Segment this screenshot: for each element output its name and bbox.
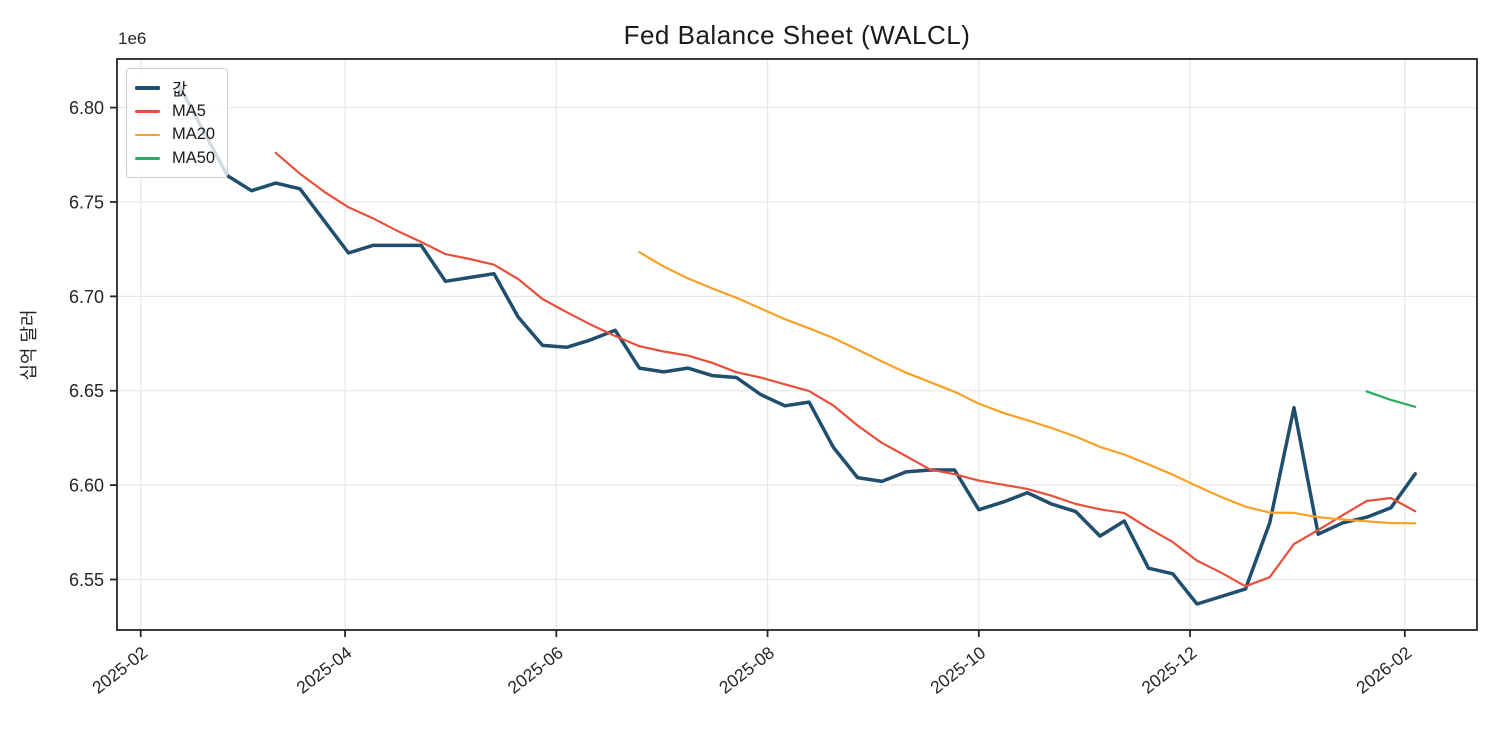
- x-tick-label: 2025-02: [88, 642, 151, 697]
- x-tick-label: 2025-04: [293, 642, 356, 697]
- legend: 값 MA5 MA20 MA50: [126, 68, 229, 178]
- x-tick-label: 2025-06: [504, 642, 567, 697]
- legend-label: MA50: [172, 148, 216, 167]
- legend-swatch-ma20: [135, 133, 160, 136]
- legend-swatch-ma5: [135, 110, 160, 113]
- x-tick-label: 2025-12: [1138, 642, 1201, 697]
- plot-border: [116, 58, 1478, 631]
- y-tick-label: 6.80: [69, 98, 104, 118]
- tick-labels: 2025-02 2025-04 2025-06 2025-08 2025-10 2025-…: [69, 98, 1415, 698]
- chart-title: Fed Balance Sheet (WALCL): [623, 20, 971, 50]
- x-tick-label: 2025-10: [926, 642, 989, 697]
- legend-item-ma50: MA50: [135, 147, 215, 171]
- legend-swatch-values: [135, 85, 160, 90]
- x-tick-label: 2026-02: [1352, 642, 1415, 697]
- legend-label: 값: [172, 80, 188, 99]
- x-tick-label: 2025-08: [715, 642, 778, 697]
- y-tick-label: 6.60: [69, 476, 104, 496]
- y-tick-label: 6.55: [69, 570, 104, 590]
- legend-item-ma5: MA5: [135, 100, 215, 124]
- legend-item-ma20: MA20: [135, 123, 215, 147]
- series-lines: [177, 83, 1417, 606]
- axes: [110, 58, 1478, 637]
- gridlines: [117, 59, 1477, 630]
- legend-label: MA5: [172, 101, 206, 120]
- legend-swatch-ma50: [135, 157, 160, 160]
- legend-item-values: 값: [135, 76, 215, 100]
- y-axis-offset-text: 1e6: [118, 29, 147, 48]
- series-line-ma5: [274, 151, 1417, 588]
- series-line-ma20: [638, 251, 1417, 525]
- y-axis-label: 십억 달러: [19, 309, 39, 381]
- y-tick-label: 6.75: [69, 192, 104, 212]
- series-line-ma50: [1365, 390, 1417, 408]
- y-tick-label: 6.65: [69, 381, 104, 401]
- legend-label: MA20: [172, 125, 216, 144]
- series-line-values: [177, 83, 1417, 606]
- y-tick-label: 6.70: [69, 287, 104, 307]
